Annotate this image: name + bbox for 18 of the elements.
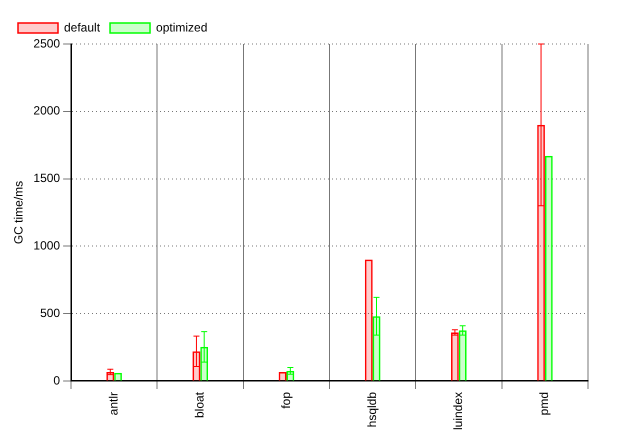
bar	[544, 156, 553, 380]
bar	[451, 332, 459, 380]
x-tick-label: luindex	[451, 392, 466, 430]
y-tick-label: 500	[40, 306, 60, 320]
y-tick-label: 2500	[33, 36, 60, 50]
y-axis-title: GC time/ms	[12, 180, 26, 244]
x-tick-label: pmd	[537, 392, 552, 416]
x-tick-label: antlr	[106, 392, 120, 416]
x-tick-label: fop	[278, 392, 293, 409]
y-tick-label: 1000	[33, 238, 60, 252]
y-tick-label: 2000	[33, 104, 60, 118]
y-tick-label: 1500	[33, 171, 60, 186]
y-tick-label: 0	[53, 373, 60, 388]
bar	[364, 260, 373, 380]
legend-label: optimized	[156, 20, 208, 34]
x-tick-label: bloat	[192, 391, 207, 418]
legend-label: default	[64, 20, 101, 34]
x-tick-label: hsqldb	[364, 392, 379, 428]
